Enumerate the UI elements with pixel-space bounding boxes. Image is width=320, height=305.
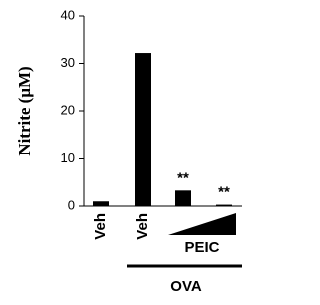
y-tick-label: 30 bbox=[61, 55, 75, 70]
y-tick-label: 10 bbox=[61, 150, 75, 165]
bar bbox=[135, 53, 151, 206]
x-tick-label: Veh bbox=[92, 213, 109, 240]
significance-label: ** bbox=[177, 169, 189, 186]
chart: Nitrite (μM) PEIC OVA 0 10 20 30 40 Veh Veh ** *… bbox=[15, 7, 242, 295]
group-label: OVA bbox=[170, 278, 202, 295]
y-tick-label: 20 bbox=[61, 102, 75, 117]
group-label: PEIC bbox=[184, 239, 219, 256]
y-tick-label: 40 bbox=[61, 7, 75, 22]
bar bbox=[93, 201, 109, 206]
y-axis-label: Nitrite (μM) bbox=[15, 66, 34, 155]
dose-wedge bbox=[168, 213, 236, 235]
bar bbox=[216, 204, 232, 206]
bar bbox=[175, 190, 191, 206]
page: {"chart_data": {"type": "bar", "y_label"… bbox=[14, 7, 242, 295]
y-tick-label: 0 bbox=[68, 197, 75, 212]
x-tick-label: Veh bbox=[134, 213, 151, 240]
significance-label: ** bbox=[218, 184, 230, 201]
